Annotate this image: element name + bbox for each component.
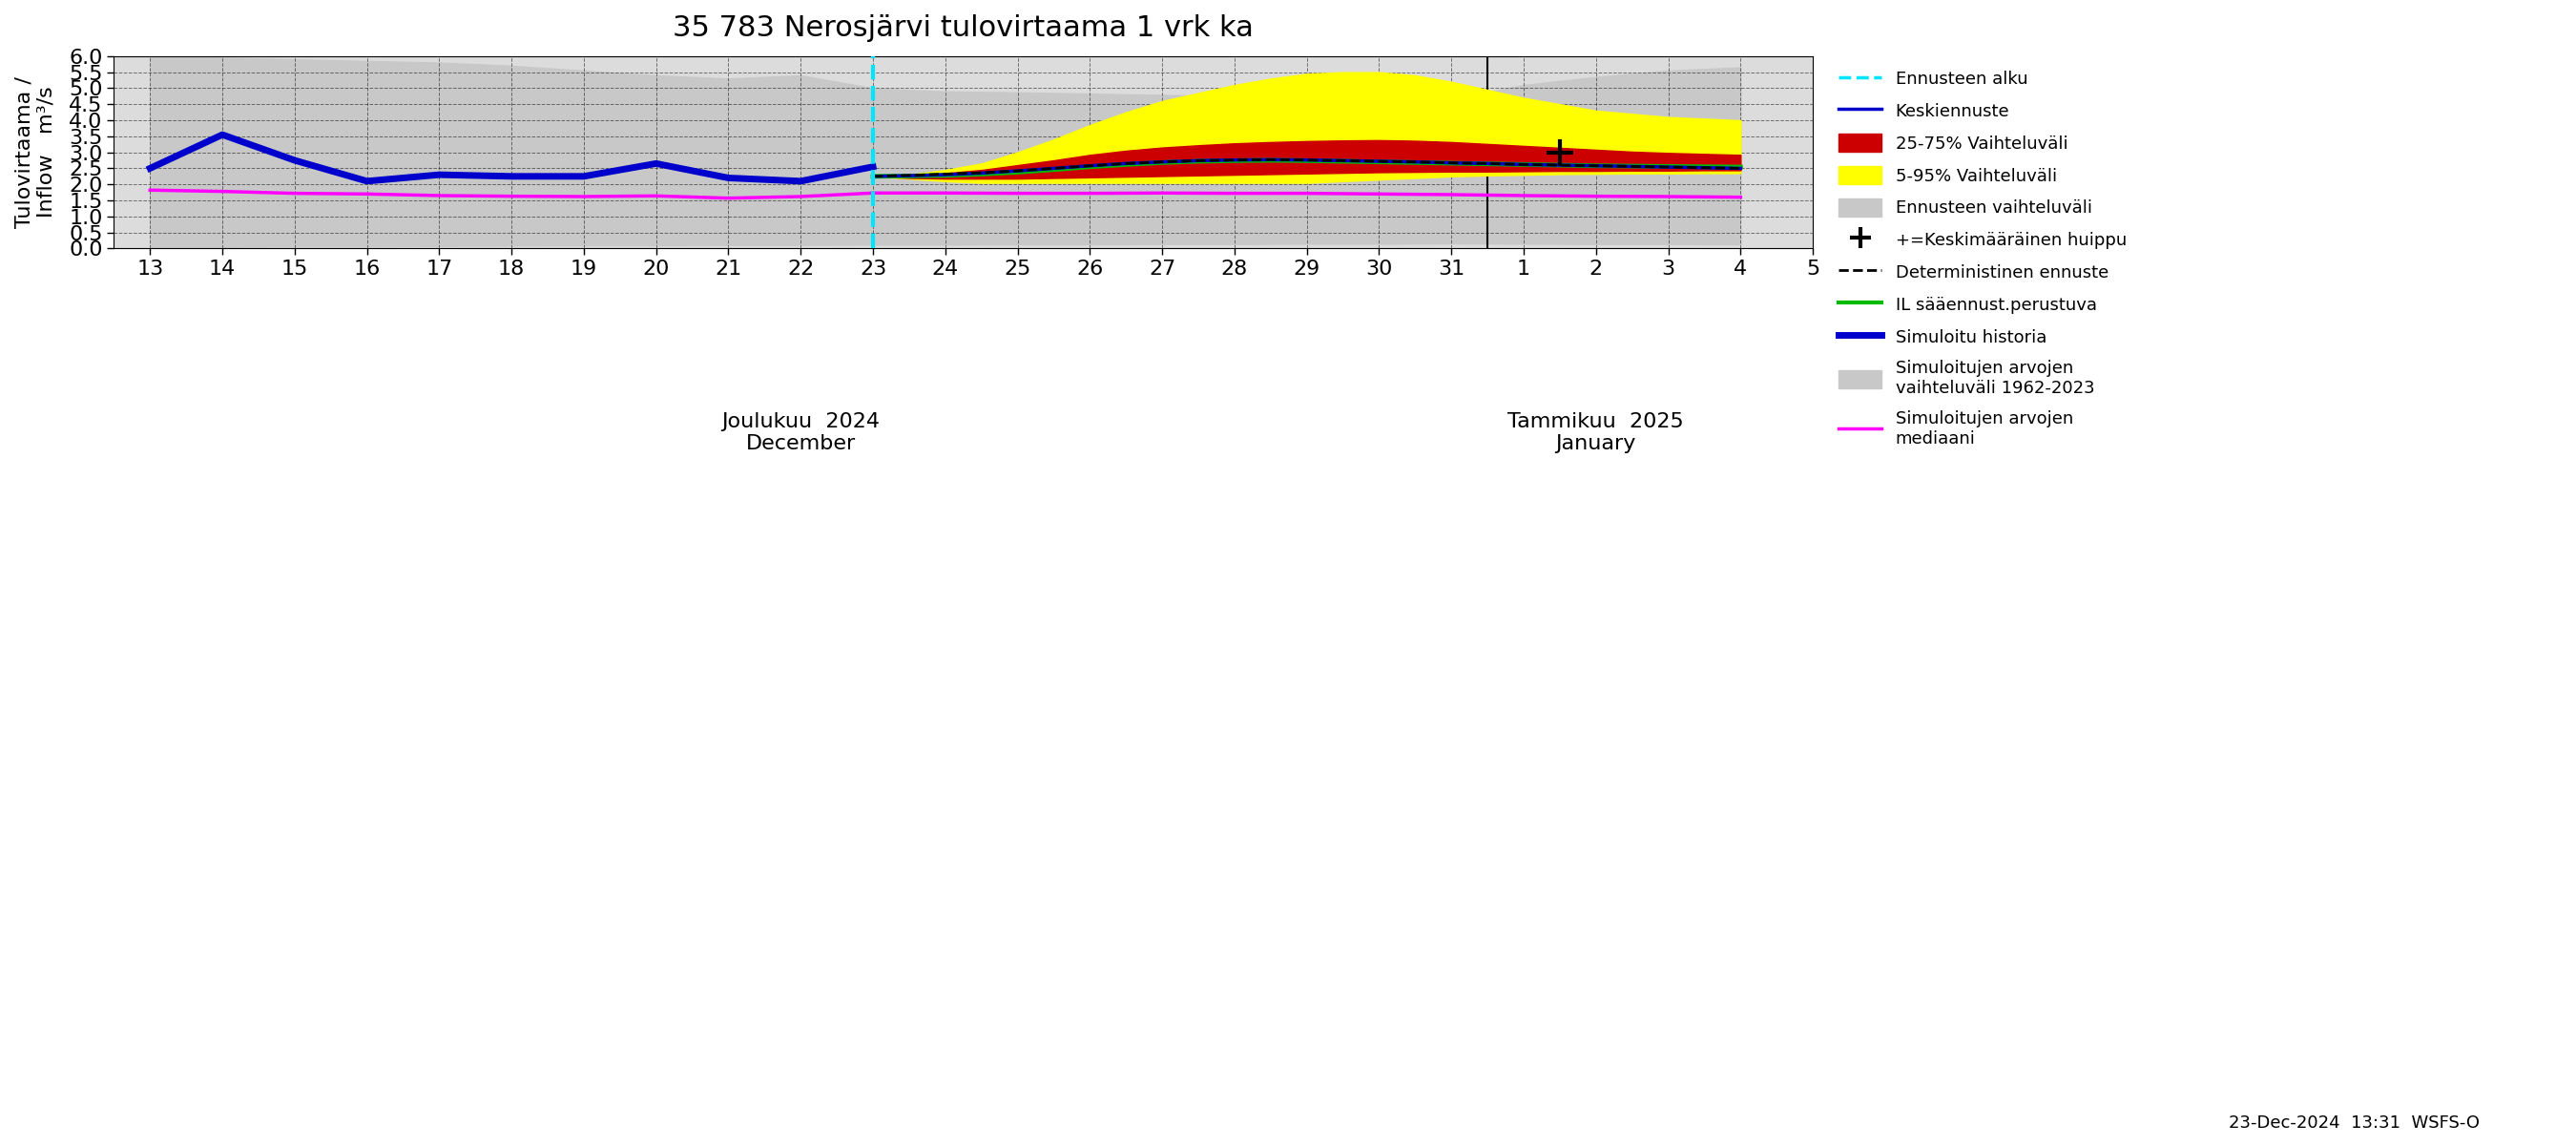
Text: Joulukuu  2024
December: Joulukuu 2024 December <box>721 412 881 453</box>
Legend: Ennusteen alku, Keskiennuste, 25-75% Vaihteluväli, 5-95% Vaihteluväli, Ennusteen: Ennusteen alku, Keskiennuste, 25-75% Vai… <box>1829 61 2136 456</box>
Y-axis label: Tulovirtaama /
Inflow   m³/s: Tulovirtaama / Inflow m³/s <box>15 77 57 228</box>
Title: 35 783 Nerosjärvi tulovirtaama 1 vrk ka: 35 783 Nerosjärvi tulovirtaama 1 vrk ka <box>672 14 1255 42</box>
Text: 23-Dec-2024  13:31  WSFS-O: 23-Dec-2024 13:31 WSFS-O <box>2228 1114 2478 1131</box>
Text: Tammikuu  2025
January: Tammikuu 2025 January <box>1507 412 1685 453</box>
